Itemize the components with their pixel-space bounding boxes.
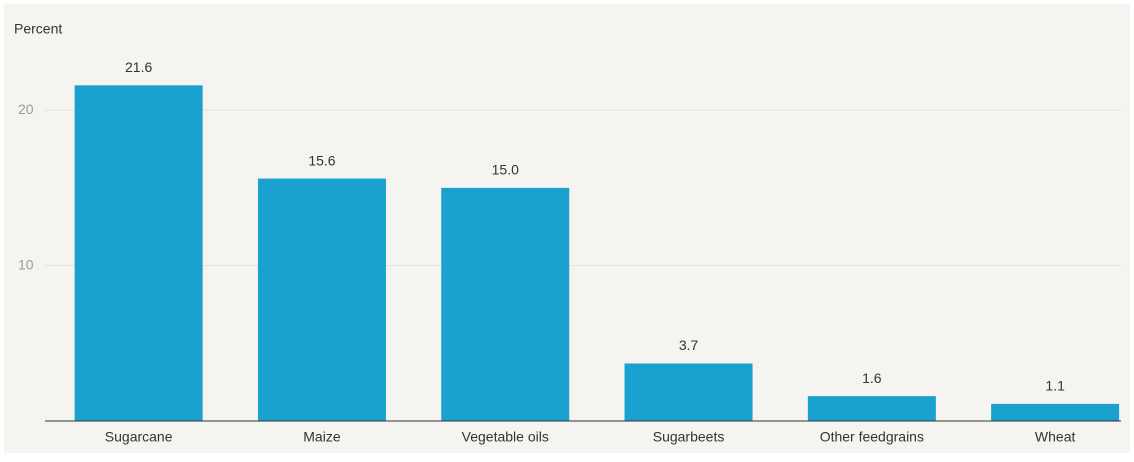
value-label: 15.6 (308, 152, 335, 168)
x-tick-label: Sugarcane (105, 429, 173, 445)
x-tick-label: Vegetable oils (462, 429, 549, 445)
x-tick-label: Other feedgrains (820, 429, 924, 445)
y-tick-label: 10 (18, 256, 34, 272)
bar (807, 396, 936, 421)
value-label: 1.1 (1045, 378, 1065, 394)
bar (257, 178, 386, 421)
bar (991, 403, 1120, 421)
y-tick-label: 20 (18, 101, 34, 117)
x-tick-label: Maize (303, 429, 341, 445)
bar (441, 187, 570, 421)
bar (624, 363, 753, 421)
x-tick-label: Sugarbeets (653, 429, 725, 445)
value-label: 1.6 (862, 370, 882, 386)
value-label: 15.0 (492, 162, 519, 178)
value-label: 3.7 (679, 337, 699, 353)
y-axis-label: Percent (14, 21, 62, 37)
value-label: 21.6 (125, 59, 152, 75)
x-tick-label: Wheat (1035, 429, 1076, 445)
bar (74, 85, 203, 422)
